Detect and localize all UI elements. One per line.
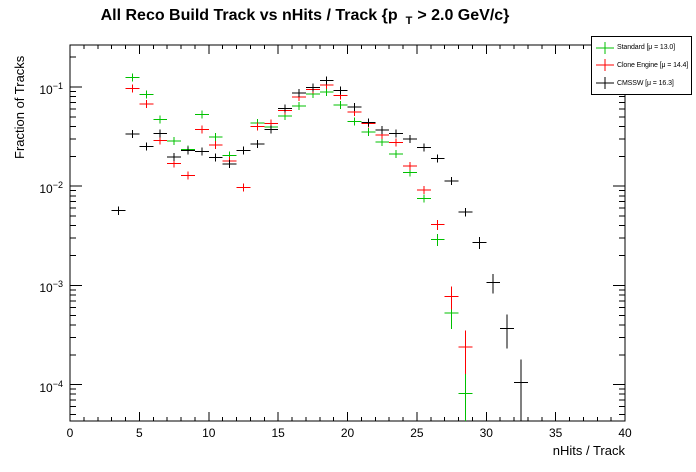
x-tick-label: 5: [136, 426, 143, 440]
legend-marker-icon: [596, 77, 614, 90]
x-tick-label: 25: [410, 426, 424, 440]
y-tick-label: 10−2: [39, 180, 63, 197]
legend-item-label: Clone Engine [μ = 14.4]: [617, 61, 689, 69]
legend-item: Clone Engine [μ = 14.4]: [592, 58, 691, 72]
legend-item: Standard [μ = 13.0]: [592, 41, 691, 55]
legend-item-label: CMSSW [μ = 16.3]: [617, 79, 674, 87]
legend-item: CMSSW [μ = 16.3]: [592, 76, 691, 90]
x-tick-label: 40: [618, 426, 632, 440]
legend-marker-icon: [596, 59, 614, 72]
plot-title-text: All Reco Build Track vs nHits / Track {p: [100, 7, 398, 24]
legend-item-label: Standard [μ = 13.0]: [617, 44, 675, 52]
x-tick-label: 30: [479, 426, 493, 440]
x-tick-label: 15: [271, 426, 285, 440]
plot-title-suffix: > 2.0 GeV/c}: [417, 7, 510, 24]
x-tick-label: 20: [340, 426, 355, 440]
y-tick-label: 10−1: [39, 80, 63, 97]
y-tick-label: 10−4: [39, 378, 63, 395]
series-clone-engine: [125, 80, 473, 375]
x-tick-label: 0: [66, 426, 74, 440]
series-standard: [125, 73, 473, 421]
legend: Standard [μ = 13.0] Clone Engine [μ = 14.…: [591, 36, 692, 95]
x-axis-title: nHits / Track: [552, 443, 625, 458]
y-tick-label: 10−3: [39, 279, 63, 296]
x-tick-label: 10: [202, 426, 216, 440]
x-tick-label: 35: [548, 426, 563, 440]
series-cmssw: [111, 76, 528, 421]
plot-title: All Reco Build Track vs nHits / Track {p…: [0, 7, 610, 27]
legend-marker-icon: [596, 41, 614, 54]
pt-subscript: T: [405, 15, 413, 28]
